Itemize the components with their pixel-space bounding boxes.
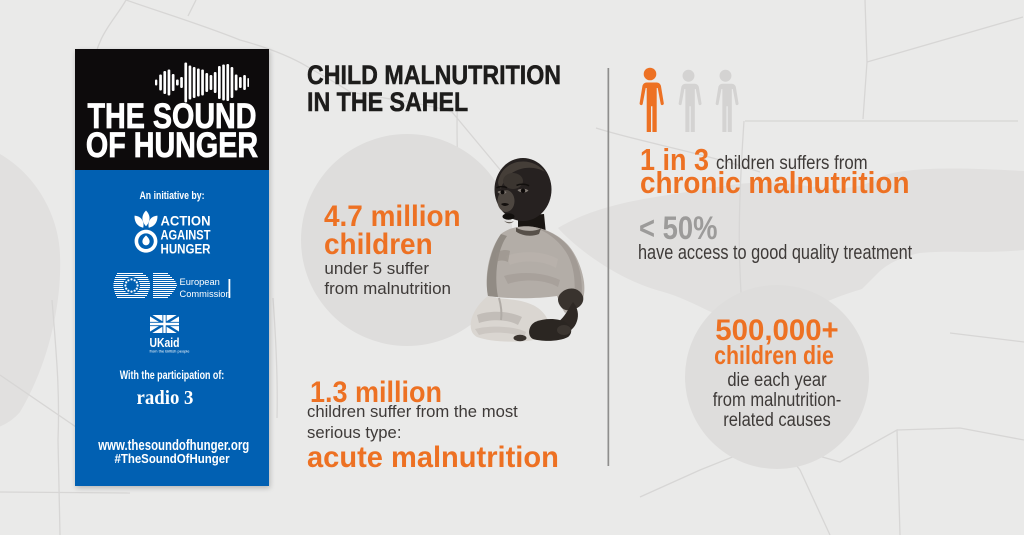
svg-text:HUNGER: HUNGER — [161, 242, 211, 257]
svg-text:AGAINST: AGAINST — [161, 228, 212, 243]
svg-text:from the British people: from the British people — [150, 349, 191, 354]
svg-text:Commission: Commission — [180, 289, 231, 299]
svg-text:UKaid: UKaid — [150, 335, 180, 350]
svg-text:European: European — [180, 277, 220, 287]
svg-text:ACTION: ACTION — [161, 214, 211, 229]
